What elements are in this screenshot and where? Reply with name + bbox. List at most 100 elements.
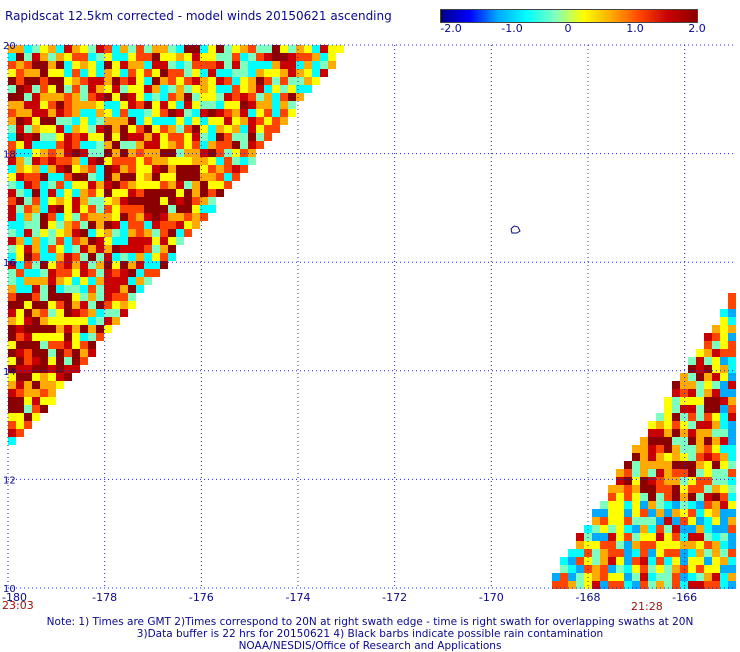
swath-cell <box>288 101 296 109</box>
swath-cell <box>680 573 688 581</box>
swath-cell <box>56 325 64 333</box>
swath-cell <box>32 125 40 133</box>
swath-cell <box>616 549 624 557</box>
swath-cell <box>232 109 240 117</box>
swath-cell <box>232 173 240 181</box>
swath-cell <box>664 541 672 549</box>
swath-cell <box>128 85 136 93</box>
swath-cell <box>32 69 40 77</box>
swath-cell <box>184 53 192 61</box>
swath-cell <box>72 309 80 317</box>
swath-cell <box>136 69 144 77</box>
swath-cell <box>32 101 40 109</box>
swath-cell <box>664 573 672 581</box>
swath-cell <box>176 157 184 165</box>
swath-cell <box>80 197 88 205</box>
swath-cell <box>704 349 712 357</box>
swath-cell <box>664 421 672 429</box>
swath-cell <box>208 181 216 189</box>
swath-cell <box>104 45 112 53</box>
swath-cell <box>24 229 32 237</box>
swath-cell <box>640 541 648 549</box>
swath-cell <box>24 269 32 277</box>
swath-cell <box>24 189 32 197</box>
swath-cell <box>160 197 168 205</box>
swath-cell <box>88 237 96 245</box>
swath-cell <box>80 301 88 309</box>
swath-cell <box>216 109 224 117</box>
swath-cell <box>624 501 632 509</box>
swath-cell <box>72 213 80 221</box>
swath-cell <box>136 53 144 61</box>
swath-cell <box>40 117 48 125</box>
swath-cell <box>168 109 176 117</box>
swath-cell <box>80 341 88 349</box>
swath-cell <box>272 61 280 69</box>
swath-cell <box>656 573 664 581</box>
swath-cell <box>48 109 56 117</box>
swath-cell <box>104 229 112 237</box>
swath-cell <box>24 317 32 325</box>
swath-cell <box>248 101 256 109</box>
swath-cell <box>256 125 264 133</box>
swath-cell <box>96 189 104 197</box>
swath-cell <box>680 517 688 525</box>
swath-cell <box>680 533 688 541</box>
swath-cell <box>664 533 672 541</box>
swath-cell <box>104 309 112 317</box>
swath-cell <box>616 493 624 501</box>
swath-cell <box>688 381 696 389</box>
swath-cell <box>136 277 144 285</box>
swath-cell <box>48 197 56 205</box>
swath-cell <box>152 181 160 189</box>
swath-cell <box>72 277 80 285</box>
swath-cell <box>176 165 184 173</box>
swath-cell <box>72 237 80 245</box>
swath-cell <box>304 77 312 85</box>
swath-cell <box>32 381 40 389</box>
swath-cell <box>168 93 176 101</box>
swath-cell <box>96 309 104 317</box>
swath-cell <box>80 181 88 189</box>
swath-cell <box>16 93 24 101</box>
swath-cell <box>696 381 704 389</box>
swath-cell <box>112 261 120 269</box>
swath-cell <box>8 205 16 213</box>
swath-cell <box>72 269 80 277</box>
swath-cell <box>192 101 200 109</box>
swath-cell <box>112 101 120 109</box>
swath-cell <box>112 245 120 253</box>
longitude-tick-label: -176 <box>189 591 214 604</box>
swath-cell <box>64 77 72 85</box>
swath-cell <box>40 141 48 149</box>
swath-cell <box>176 149 184 157</box>
swath-cell <box>24 309 32 317</box>
swath-cell <box>600 533 608 541</box>
swath-cell <box>64 237 72 245</box>
swath-cell <box>24 293 32 301</box>
colorbar-label-neg1: -1.0 <box>501 22 523 35</box>
swath-cell <box>16 157 24 165</box>
swath-cell <box>232 165 240 173</box>
swath-cell <box>680 445 688 453</box>
island-outline <box>510 225 521 234</box>
swath-cell <box>216 53 224 61</box>
swath-cell <box>8 397 16 405</box>
swath-cell <box>80 309 88 317</box>
swath-cell <box>40 69 48 77</box>
swath-cell <box>656 421 664 429</box>
swath-cell <box>264 117 272 125</box>
swath-cell <box>136 269 144 277</box>
swath-cell <box>40 125 48 133</box>
swath-cell <box>136 133 144 141</box>
swath-cell <box>96 253 104 261</box>
swath-cell <box>64 285 72 293</box>
swath-cell <box>616 501 624 509</box>
swath-cell <box>128 165 136 173</box>
swath-cell <box>232 141 240 149</box>
swath-cell <box>80 229 88 237</box>
swath-cell <box>80 261 88 269</box>
swath-cell <box>136 157 144 165</box>
swath-cell <box>72 325 80 333</box>
swath-cell <box>728 461 736 469</box>
